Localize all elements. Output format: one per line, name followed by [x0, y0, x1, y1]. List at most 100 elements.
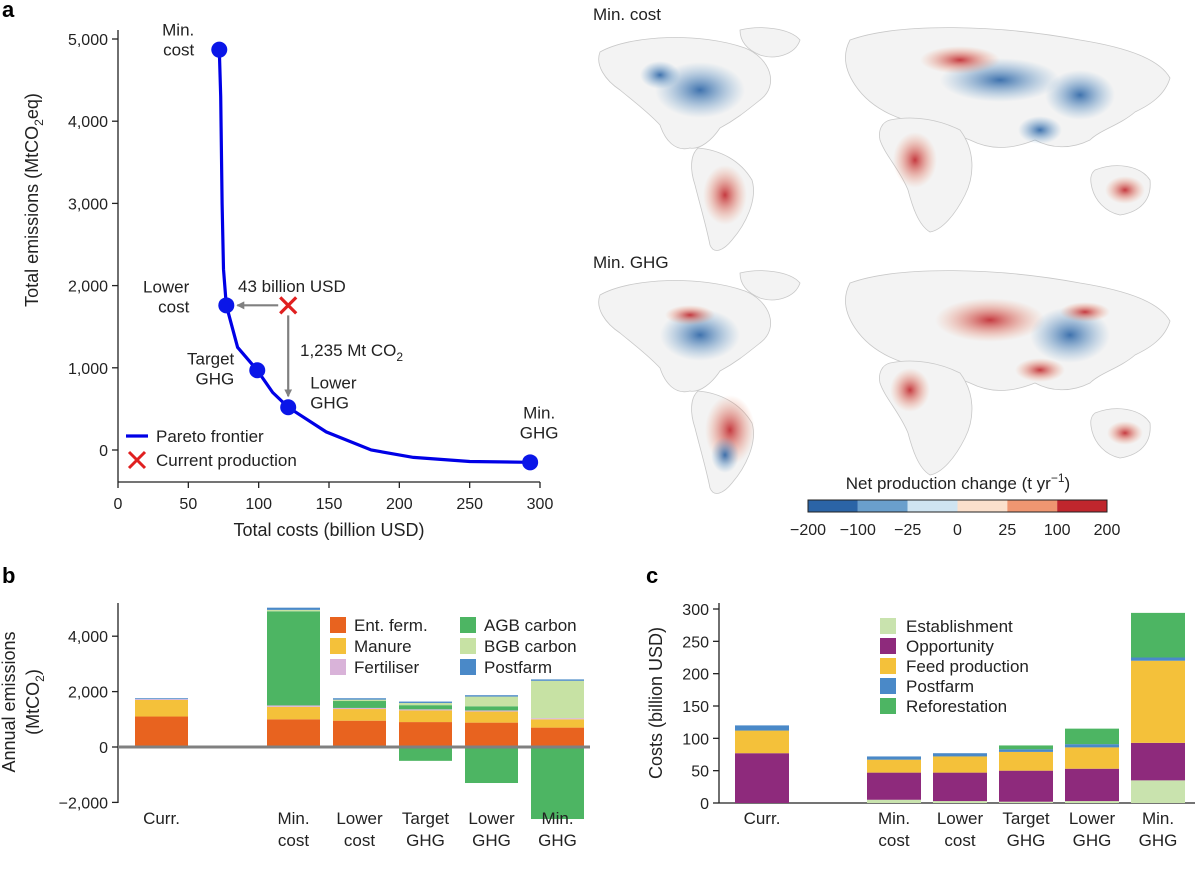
- lower-cost-label: Lower cost: [143, 277, 190, 316]
- cost-reduction-annotation: 43 billion USD: [238, 277, 346, 296]
- costs-bar-opportunity: [999, 770, 1053, 802]
- emissions-bar-agb-carbon-negative: [399, 747, 452, 761]
- costs-y-tick-label: 150: [682, 699, 709, 716]
- costs-scenario-label: Min. GHG: [1139, 809, 1178, 850]
- costs-bar-postfarm: [1131, 657, 1185, 661]
- colorbar-tick-label: 0: [953, 522, 962, 539]
- pareto-x-ticks: 0 50 100 150 200 250 300: [114, 482, 554, 513]
- maps: Min. cost Min. GHG: [593, 5, 1171, 539]
- emissions-bar-ent-ferm-: [399, 722, 452, 747]
- emissions-bar-manure: [135, 699, 188, 717]
- costs-bar-establishment: [933, 801, 987, 803]
- emissions-bar-manure: [399, 710, 452, 723]
- legend-swatch: [460, 617, 476, 633]
- emissions-bar-postfarm: [465, 695, 518, 697]
- legend-label: Ent. ferm.: [354, 616, 428, 635]
- lower-ghg-point: [280, 399, 297, 416]
- costs-bar-opportunity: [1065, 768, 1119, 802]
- emissions-bar-bgb-carbon: [399, 702, 452, 706]
- continent-shapes: [598, 27, 1171, 251]
- legend-label: Reforestation: [906, 697, 1007, 716]
- colorbar-segment: [957, 500, 1008, 512]
- pareto-x-tick-label: 200: [386, 496, 413, 513]
- map-min-cost: [598, 27, 1171, 251]
- map-bottom-change-patches: [660, 298, 1143, 473]
- colorbar-tick-label: −200: [790, 522, 826, 539]
- emissions-y-tick-label: 0: [99, 740, 108, 757]
- emissions-bar-ent-ferm-: [333, 720, 386, 747]
- costs-y-ticks: 0 50 100 150 200 250 300: [682, 602, 719, 813]
- pareto-y-tick-label: 0: [99, 443, 108, 460]
- pareto-legend: Pareto frontier Current production: [126, 427, 297, 470]
- emissions-bar-fertiliser: [531, 718, 584, 720]
- emissions-bar-manure: [333, 709, 386, 721]
- costs-bar-establishment: [1065, 801, 1119, 803]
- costs-bar-establishment: [999, 801, 1053, 803]
- emissions-bar-agb-carbon: [267, 611, 320, 706]
- emissions-y-tick-label: 4,000: [68, 629, 108, 646]
- min-cost-label: Min. cost: [162, 21, 194, 60]
- costs-bars: [735, 612, 1185, 803]
- costs-scenario-label: Curr.: [744, 809, 781, 828]
- min-ghg-point: [522, 454, 539, 471]
- legend-label: Feed production: [906, 657, 1029, 676]
- costs-y-label: Costs (billion USD): [646, 627, 666, 779]
- emissions-bars: [135, 607, 584, 820]
- emissions-bar-fertiliser: [399, 709, 452, 711]
- emissions-bar-bgb-carbon: [465, 696, 518, 707]
- pareto-x-tick-label: 0: [114, 496, 123, 513]
- colorbar-tick-label: 25: [998, 522, 1016, 539]
- pareto-y-tick-label: 2,000: [68, 279, 108, 296]
- legend-swatch: [880, 658, 896, 674]
- colorbar-frame: [807, 499, 1108, 513]
- costs-bar-postfarm: [867, 756, 921, 760]
- emissions-bar-postfarm: [267, 607, 320, 610]
- emissions-bar-agb-carbon: [465, 706, 518, 711]
- legend-swatch: [330, 638, 346, 654]
- costs-scenario-label: Lower cost: [937, 809, 984, 850]
- emissions-scenario-label: Min. cost: [277, 809, 309, 850]
- pareto-frontier-line: [217, 49, 531, 464]
- legend-label: Postfarm: [484, 658, 552, 677]
- emissions-y-tick-label: −2,000: [59, 795, 108, 812]
- legend-swatch: [880, 698, 896, 714]
- colorbar-title: Net production change (t yr−1): [846, 471, 1070, 493]
- legend-swatch: [460, 638, 476, 654]
- target-ghg-label: Target GHG: [187, 349, 235, 388]
- costs-y-tick-label: 200: [682, 667, 709, 684]
- pareto-y-label: Total emissions (MtCO2eq): [22, 93, 46, 307]
- colorbar-tick-label: 200: [1094, 522, 1121, 539]
- emissions-bar-chart: −2,000 0 2,000 4,000 Curr. Min. cost Lower cost…: [0, 603, 590, 850]
- pareto-y-tick-label: 4,000: [68, 114, 108, 131]
- emissions-bar-manure: [465, 711, 518, 723]
- emissions-scenario-label: Min. GHG: [538, 809, 577, 850]
- emissions-scenario-label: Lower cost: [336, 809, 383, 850]
- legend-label: Fertiliser: [354, 658, 420, 677]
- costs-bar-postfarm: [1065, 744, 1119, 748]
- legend-current-label: Current production: [156, 451, 297, 470]
- legend-swatch: [460, 659, 476, 675]
- emissions-bar-postfarm: [531, 679, 584, 681]
- pareto-x-tick-label: 250: [456, 496, 483, 513]
- min-cost-point: [211, 41, 228, 58]
- pareto-x-tick-label: 300: [527, 496, 554, 513]
- emissions-bar-postfarm: [399, 701, 452, 703]
- costs-bar-opportunity: [867, 772, 921, 800]
- colorbar-segment: [1007, 500, 1058, 512]
- panel-label-c: c: [646, 563, 658, 588]
- legend-label: Establishment: [906, 617, 1013, 636]
- emissions-bar-agb-carbon: [333, 701, 386, 708]
- pareto-x-tick-label: 50: [179, 496, 197, 513]
- lower-cost-point: [218, 297, 235, 314]
- costs-bar-opportunity: [933, 772, 987, 802]
- map-min-ghg: [598, 270, 1171, 494]
- colorbar-segment: [1057, 500, 1107, 512]
- costs-scenario-label: Min. cost: [878, 809, 910, 850]
- pareto-x-tick-label: 150: [316, 496, 343, 513]
- costs-bar-establishment: [1131, 780, 1185, 803]
- emissions-y-label-line2: (MtCO2): [23, 669, 47, 735]
- emissions-bar-agb-carbon-negative: [531, 747, 584, 820]
- emissions-bar-manure: [531, 719, 584, 728]
